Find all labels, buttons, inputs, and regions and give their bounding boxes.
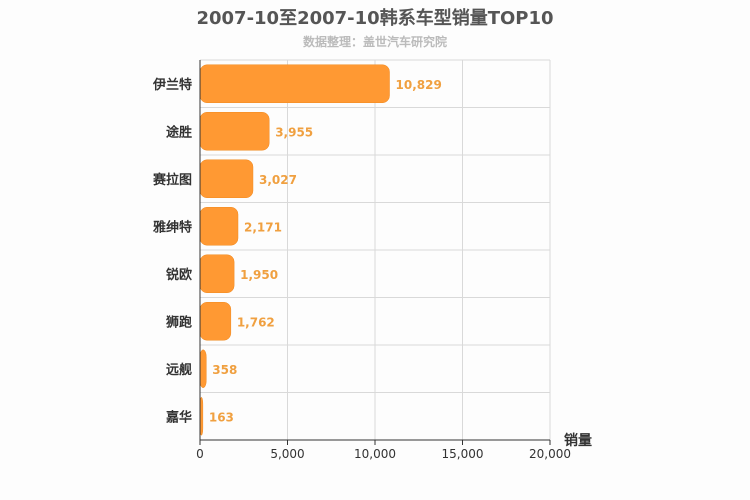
grid	[199, 59, 551, 445]
bars	[199, 64, 390, 436]
data-label: 358	[212, 363, 237, 377]
chart-title: 2007-10至2007-10韩系车型销量TOP10	[196, 8, 554, 29]
x-tick-label: 20,000	[529, 447, 571, 461]
bar	[199, 159, 254, 198]
data-label: 2,171	[244, 220, 282, 234]
category-label: 锐欧	[166, 267, 192, 283]
category-label: 途胜	[166, 124, 192, 140]
data-label: 163	[209, 410, 234, 424]
labels: 0 5,000 10,000 15,000 20,000 伊兰特 10,829 途胜 3,955…	[152, 77, 571, 461]
bar	[199, 64, 390, 103]
data-label: 3,027	[259, 173, 297, 187]
chart-subtitle: 数据整理：盖世汽车研究院	[302, 35, 447, 49]
bar	[199, 349, 207, 388]
category-label: 狮跑	[165, 314, 192, 330]
x-tick-label: 10,000	[354, 447, 396, 461]
category-label: 伊兰特	[152, 77, 192, 93]
category-label: 赛拉图	[152, 172, 192, 188]
x-tick-label: 0	[196, 447, 204, 461]
x-tick-label: 5,000	[270, 447, 304, 461]
data-label: 1,762	[237, 315, 275, 329]
category-label: 嘉华	[165, 409, 192, 425]
category-label: 雅绅特	[153, 219, 192, 235]
x-tick-label: 15,000	[442, 447, 484, 461]
bar	[199, 112, 270, 151]
bar	[199, 207, 239, 246]
data-label: 1,950	[240, 268, 278, 282]
category-label: 远舰	[166, 362, 192, 378]
data-label: 3,955	[275, 125, 313, 139]
data-label: 10,829	[396, 78, 442, 92]
bar	[199, 254, 235, 293]
x-axis-title: 销量	[564, 432, 592, 449]
bar	[199, 302, 232, 341]
